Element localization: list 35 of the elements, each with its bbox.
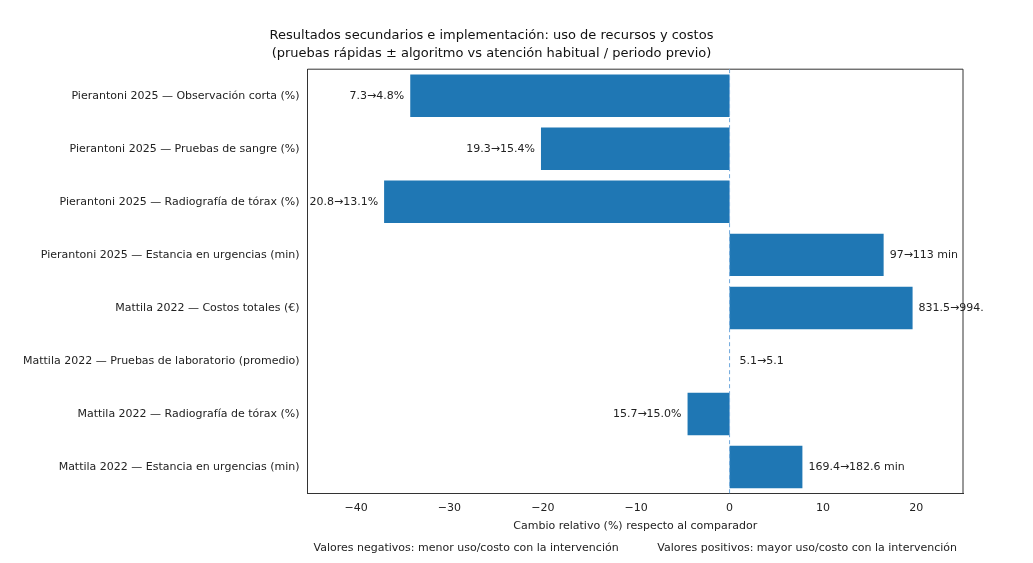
bar — [410, 74, 730, 117]
annotation: 20.8→13.1% — [309, 194, 379, 208]
chart-subtitle: (pruebas rápidas ± algoritmo vs atención habitual / periodo previo) — [271, 44, 712, 60]
annotation: 19.3→15.4% — [466, 141, 535, 155]
y-tick-label: Mattila 2022 — Costos totales (€) — [115, 300, 300, 314]
x-tick-label: 20 — [909, 501, 924, 515]
y-tick-label: Pierantoni 2025 — Pruebas de sangre (%) — [69, 141, 300, 155]
y-tick-label: Pierantoni 2025 — Observación corta (%) — [71, 88, 300, 102]
x-tick-label: −10 — [624, 501, 648, 515]
text: Valores negativos: menor uso/costo con la intervención — [313, 541, 619, 554]
bar — [729, 233, 884, 277]
bar — [687, 392, 730, 436]
bar — [729, 286, 913, 330]
annotation: 831.5→994. — [918, 300, 984, 314]
text: Valores positivos: mayor uso/costo con la intervención — [657, 541, 958, 554]
y-tick-label: Mattila 2022 — Pruebas de laboratorio (promedio) — [22, 353, 300, 367]
annotation: 15.7→15.0% — [612, 406, 682, 420]
x-tick-label: 10 — [815, 501, 830, 515]
y-tick-label: Mattila 2022 — Radiografía de tórax (%) — [77, 406, 300, 420]
bar — [384, 180, 730, 224]
chart-title: Resultados secundarios e implementación: uso de recursos y costos — [269, 27, 714, 43]
x-axis-title: Cambio relativo (%) respecto al comparador — [513, 519, 758, 533]
y-tick-label: Mattila 2022 — Estancia en urgencias (min) — [58, 459, 300, 473]
y-tick-label: Pierantoni 2025 — Radiografía de tórax (%) — [59, 194, 300, 208]
x-tick-label: −30 — [437, 501, 462, 515]
bar — [540, 127, 730, 170]
bar — [729, 445, 803, 489]
x-tick-label: −40 — [344, 501, 368, 515]
annotation: 7.3→4.8% — [349, 88, 405, 102]
y-tick-label: Pierantoni 2025 — Estancia en urgencias (min) — [40, 247, 300, 261]
x-tick-label: −20 — [531, 501, 555, 515]
annotation: 169.4→182.6 min — [808, 459, 905, 473]
annotation: 5.1→5.1 — [739, 353, 784, 367]
annotation: 97→113 min — [889, 247, 959, 261]
x-tick-label: 0 — [726, 501, 734, 515]
